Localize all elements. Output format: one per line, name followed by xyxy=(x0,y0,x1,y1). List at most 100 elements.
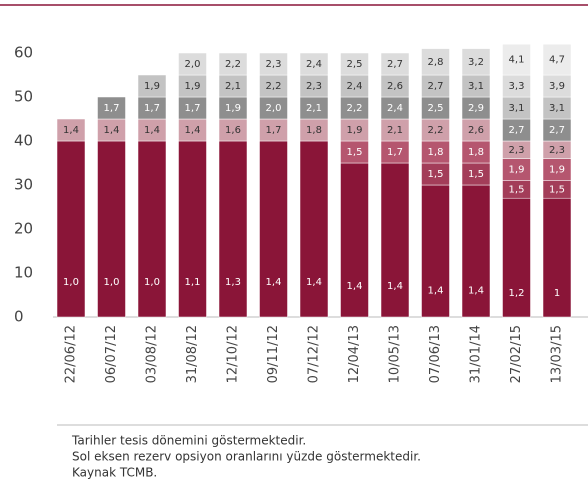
segment-label: 2,4 xyxy=(306,59,322,70)
segment-label: 1,5 xyxy=(549,184,565,195)
bar-segment xyxy=(299,140,329,318)
y-tick-label: 40 xyxy=(14,132,33,150)
bar-segment xyxy=(259,52,288,76)
bar-segment xyxy=(97,96,126,120)
segment-label: 2,3 xyxy=(306,81,322,92)
bar-segment xyxy=(56,140,86,318)
segment-label: 2,0 xyxy=(266,103,282,114)
segment-label: 2,0 xyxy=(185,59,201,70)
segment-label: 2,1 xyxy=(306,103,322,114)
segment-label: 1,4 xyxy=(266,277,282,288)
segment-label: 1,4 xyxy=(306,277,322,288)
y-tick-label: 10 xyxy=(14,264,33,282)
segment-label: 1,9 xyxy=(144,81,160,92)
x-tick-label: 07/12/12 xyxy=(307,325,322,383)
segment-label: 1,4 xyxy=(347,281,363,292)
bar-segment xyxy=(56,118,86,142)
y-tick-label: 60 xyxy=(14,44,33,62)
segment-label: 1,4 xyxy=(63,125,79,136)
x-tick-label: 13/03/15 xyxy=(550,325,565,383)
bar-segment xyxy=(218,52,248,76)
segment-label: 1,4 xyxy=(144,125,160,136)
segment-label: 1,4 xyxy=(428,286,444,297)
segment-label: 1,1 xyxy=(185,277,201,288)
x-tick-label: 06/07/12 xyxy=(104,325,119,383)
segment-label: 3,1 xyxy=(468,81,484,92)
segment-label: 1,8 xyxy=(468,147,484,158)
segment-label: 2,2 xyxy=(347,103,363,114)
segment-label: 1,4 xyxy=(468,286,484,297)
bar-segment xyxy=(542,197,572,318)
segment-label: 1 xyxy=(554,288,560,299)
bar-segment xyxy=(178,140,207,318)
x-tick-label: 27/02/15 xyxy=(509,325,524,383)
segment-label: 1,7 xyxy=(144,103,160,114)
x-tick-label: 12/04/13 xyxy=(347,325,362,383)
segment-label: 2,3 xyxy=(509,145,525,156)
x-tick-label: 03/08/12 xyxy=(145,325,160,383)
x-tick-label: 12/10/12 xyxy=(226,325,241,383)
segment-label: 1,2 xyxy=(509,288,525,299)
segment-label: 2,5 xyxy=(428,103,444,114)
segment-label: 1,5 xyxy=(428,169,444,180)
bar-segment xyxy=(218,140,248,318)
y-tick-label: 20 xyxy=(14,220,33,238)
bar-segment xyxy=(97,140,126,318)
x-tick-label: 22/06/12 xyxy=(64,325,79,383)
segment-label: 2,4 xyxy=(387,103,403,114)
segment-label: 1,0 xyxy=(63,277,79,288)
segment-label: 1,0 xyxy=(104,277,120,288)
bar-segment xyxy=(137,140,167,318)
x-tick-label: 10/05/13 xyxy=(388,325,403,383)
segment-label: 1,4 xyxy=(185,125,201,136)
segment-label: 3,2 xyxy=(468,57,484,68)
bar-segment xyxy=(421,184,450,318)
segment-label: 1,7 xyxy=(266,125,282,136)
bar-segment xyxy=(137,74,167,98)
y-tick-label: 30 xyxy=(14,176,33,194)
segment-label: 2,1 xyxy=(387,125,403,136)
bar-segment xyxy=(259,140,288,318)
segment-label: 1,7 xyxy=(104,103,120,114)
segment-label: 1,5 xyxy=(468,169,484,180)
segment-label: 2,8 xyxy=(428,57,444,68)
segment-label: 2,7 xyxy=(387,59,403,70)
bar-segment xyxy=(502,197,531,318)
segment-label: 2,4 xyxy=(347,81,363,92)
segment-label: 2,7 xyxy=(549,125,565,136)
segment-label: 2,3 xyxy=(549,145,565,156)
segment-label: 2,6 xyxy=(387,81,403,92)
segment-label: 2,2 xyxy=(266,81,282,92)
bar-segment xyxy=(299,52,329,76)
bar-segment xyxy=(461,48,491,76)
segment-label: 1,4 xyxy=(387,281,403,292)
segment-label: 2,3 xyxy=(266,59,282,70)
segment-label: 1,9 xyxy=(549,165,565,176)
segment-label: 2,2 xyxy=(225,59,241,70)
segment-label: 1,9 xyxy=(225,103,241,114)
bar-segment xyxy=(502,43,531,76)
segment-label: 1,7 xyxy=(387,147,403,158)
x-tick-label: 31/08/12 xyxy=(185,325,200,383)
x-tick-label: 31/01/14 xyxy=(469,325,484,383)
footnote: Kaynak TCMB. xyxy=(72,466,157,480)
bar-segment xyxy=(421,48,450,76)
segment-label: 2,7 xyxy=(428,81,444,92)
segment-label: 2,1 xyxy=(225,81,241,92)
bar-segment xyxy=(542,43,572,76)
segment-label: 3,9 xyxy=(549,81,565,92)
segment-label: 1,5 xyxy=(347,147,363,158)
bar-segment xyxy=(380,52,410,76)
segment-label: 1,8 xyxy=(306,125,322,136)
segment-label: 3,3 xyxy=(509,81,525,92)
bar-segment xyxy=(380,162,410,318)
segment-label: 1,9 xyxy=(347,125,363,136)
segment-label: 1,4 xyxy=(104,125,120,136)
x-tick-label: 09/11/12 xyxy=(266,325,281,383)
segment-label: 1,3 xyxy=(225,277,241,288)
bar-segment xyxy=(178,52,207,76)
segment-label: 1,9 xyxy=(509,165,525,176)
segment-label: 2,6 xyxy=(468,125,484,136)
segment-label: 4,7 xyxy=(549,55,565,66)
segment-label: 2,5 xyxy=(347,59,363,70)
